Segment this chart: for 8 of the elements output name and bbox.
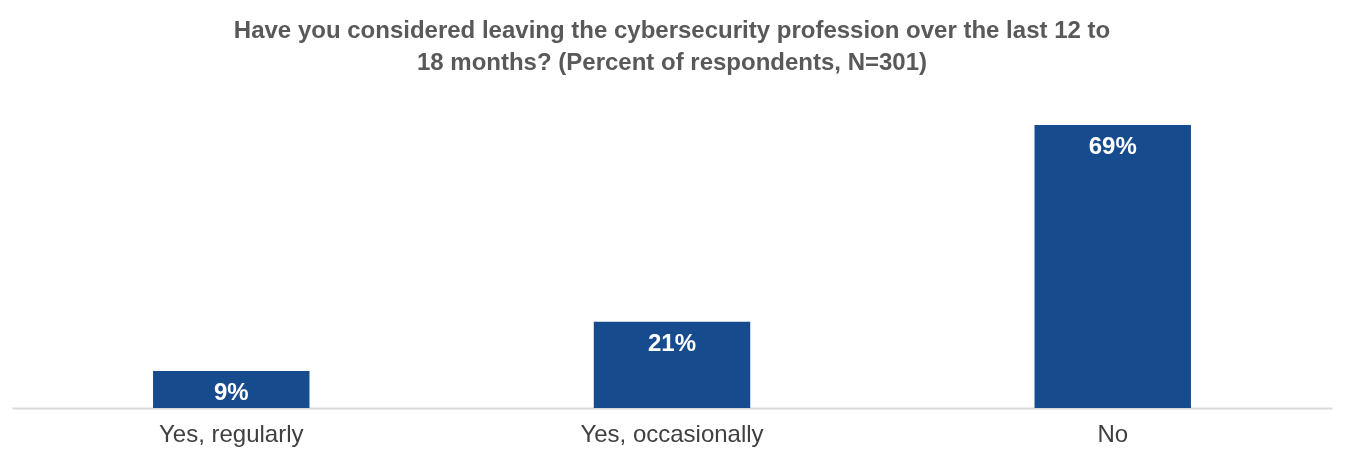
text: 18 months? (Percent of respondents, N=301)	[416, 48, 928, 75]
x-tick-label: No	[1097, 419, 1129, 447]
data-label: 9%	[213, 378, 249, 406]
data-label: 69%	[1088, 132, 1137, 159]
data-label: 21%	[647, 328, 697, 356]
x-tick-label: Yes, occasionally	[580, 419, 764, 447]
text: Have you considered leaving the cybersecurity profession over the last 12 to	[233, 16, 1111, 43]
x-tick-label: Yes, regularly	[159, 419, 304, 447]
